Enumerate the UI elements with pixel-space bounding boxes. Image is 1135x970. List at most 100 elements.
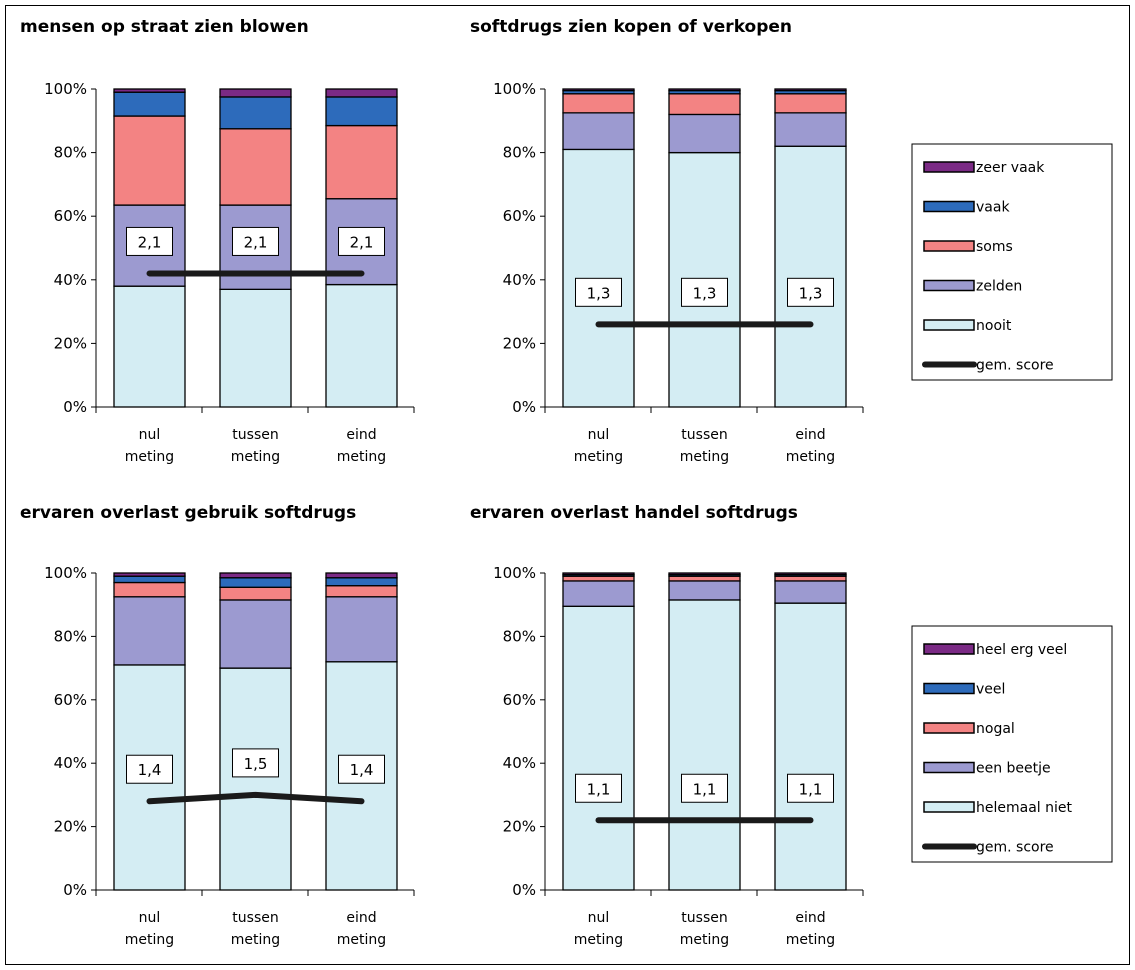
- chart-panel-3: ervaren overlast gebruik softdrugs 0% 20% 4…: [20, 503, 415, 948]
- bar-segment-zelden: [562, 112, 635, 151]
- bar-segment-soms: [774, 93, 847, 114]
- y-tick-label: 0%: [63, 398, 87, 416]
- x-tick-label: meting: [337, 449, 386, 465]
- bar-segment-zelden: [668, 113, 741, 154]
- bar-segment-soms: [562, 93, 635, 114]
- y-tick-label: 80%: [54, 144, 87, 162]
- score-label: 1,4: [138, 761, 162, 779]
- x-tick-label: meting: [680, 932, 729, 948]
- legend-label: zelden: [976, 279, 1022, 295]
- bar-segment-helemaal-niet: [668, 599, 741, 891]
- y-tick-label: 0%: [512, 398, 536, 416]
- x-tick-label: meting: [786, 449, 835, 465]
- bar-segment-heel-erg-veel: [219, 572, 292, 579]
- legend-frame: [911, 143, 1113, 381]
- score-label-box: [338, 754, 385, 784]
- score-label-box: [126, 226, 173, 256]
- legend-frame: [911, 625, 1113, 863]
- bar-segment-heel-erg-veel: [325, 572, 398, 579]
- bar-segment-vaak: [113, 91, 186, 117]
- x-tick-label: nul: [588, 910, 610, 926]
- y-tick-label: 100%: [44, 564, 87, 582]
- y-tick-label: 20%: [54, 334, 87, 352]
- score-line: [146, 791, 365, 805]
- legend-swatch: [923, 200, 975, 213]
- legend-swatch: [923, 161, 975, 173]
- x-tick-label: nul: [139, 427, 161, 443]
- legend-swatch: [923, 319, 975, 331]
- x-tick-label: tussen: [232, 910, 278, 926]
- score-label: 2,1: [350, 233, 374, 251]
- bar-segment-nooit: [219, 288, 292, 408]
- x-tick-label: eind: [346, 910, 376, 926]
- bar-segment-een-beetje: [325, 596, 398, 663]
- score-label: 1,1: [799, 780, 823, 798]
- bar-segment-een-beetje: [562, 580, 635, 607]
- chart-title: ervaren overlast gebruik softdrugs: [20, 503, 356, 523]
- legend-swatch: [923, 643, 975, 655]
- bar-segment-zeer-vaak: [219, 88, 292, 98]
- bar-segment-nogal: [774, 575, 847, 582]
- bar-segment-vaak: [325, 96, 398, 127]
- legend-label: vaak: [976, 200, 1010, 216]
- bar-segment-soms: [113, 115, 186, 206]
- legend-label: gem. score: [976, 358, 1054, 374]
- x-tick-label: meting: [125, 932, 174, 948]
- bar-segment-vaak: [219, 96, 292, 130]
- legend-label: nogal: [976, 721, 1015, 737]
- x-tick-label: meting: [231, 449, 280, 465]
- chart-panel-1: mensen op straat zien blowen 0% 20% 40% 60% 8…: [20, 17, 415, 465]
- bar-segment-nogal: [113, 581, 186, 598]
- score-label: 1,5: [244, 755, 268, 773]
- y-tick-label: 100%: [493, 564, 536, 582]
- score-label-box: [232, 226, 279, 256]
- x-tick-label: eind: [346, 427, 376, 443]
- legend-label: soms: [976, 239, 1013, 255]
- bar-segment-nogal: [668, 575, 741, 582]
- bar-segment-heel-erg-veel: [774, 572, 847, 576]
- bar-segment-zeer-vaak: [562, 88, 635, 92]
- bar-segment-een-beetje: [113, 596, 186, 666]
- bar-segment-veel: [325, 577, 398, 587]
- bar-segment-heel-erg-veel: [562, 572, 635, 576]
- score-label-box: [787, 773, 834, 803]
- score-label: 2,1: [244, 233, 268, 251]
- x-tick-label: meting: [231, 932, 280, 948]
- legend-label: veel: [976, 682, 1005, 698]
- chart-title: ervaren overlast handel softdrugs: [470, 503, 798, 523]
- score-label: 1,1: [587, 780, 611, 798]
- y-tick-label: 100%: [44, 80, 87, 98]
- legend-label: nooit: [976, 318, 1012, 334]
- legend-swatch: [923, 240, 975, 252]
- bar-segment-heel-erg-veel: [113, 572, 186, 577]
- x-tick-label: tussen: [681, 910, 727, 926]
- bar-segment-veel: [219, 577, 292, 588]
- y-tick-label: 40%: [503, 754, 536, 772]
- y-tick-label: 40%: [54, 271, 87, 289]
- y-tick-label: 0%: [512, 881, 536, 899]
- bar-segment-soms: [325, 124, 398, 200]
- legend-label: zeer vaak: [976, 160, 1045, 176]
- bar-segment-nooit: [325, 283, 398, 408]
- score-label-box: [575, 277, 622, 307]
- y-tick-label: 20%: [503, 818, 536, 836]
- score-label-box: [787, 277, 834, 307]
- x-tick-label: eind: [795, 910, 825, 926]
- bar-segment-helemaal-niet: [774, 602, 847, 891]
- bar-segment-een-beetje: [774, 580, 847, 604]
- x-tick-label: tussen: [681, 427, 727, 443]
- legend-swatch: [923, 761, 975, 774]
- bar-segment-nogal: [325, 585, 398, 598]
- score-label-box: [338, 226, 385, 256]
- legend-swatch: [923, 682, 975, 695]
- x-tick-label: meting: [574, 932, 623, 948]
- bar-segment-heel-erg-veel: [668, 572, 741, 576]
- bar-segment-veel: [113, 575, 186, 584]
- score-label: 1,3: [799, 284, 823, 302]
- score-label-box: [575, 773, 622, 803]
- bar-segment-helemaal-niet: [219, 667, 292, 891]
- bar-segment-nogal: [562, 575, 635, 582]
- legend-label: helemaal niet: [976, 800, 1073, 816]
- score-label: 2,1: [138, 233, 162, 251]
